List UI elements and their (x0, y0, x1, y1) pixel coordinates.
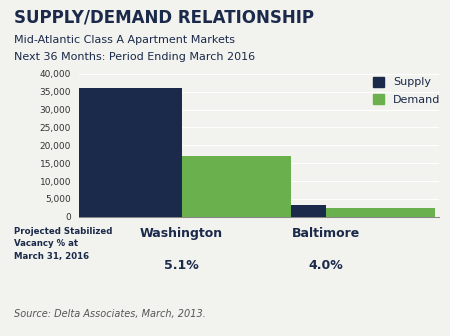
Bar (72, 88, 182, 217)
Text: 5.1%: 5.1% (164, 259, 199, 272)
Text: Washington: Washington (140, 227, 223, 240)
Text: Next 36 Months: Period Ending March 2016: Next 36 Months: Period Ending March 2016 (14, 52, 255, 62)
Text: SUPPLY/DEMAND RELATIONSHIP: SUPPLY/DEMAND RELATIONSHIP (14, 8, 314, 27)
Text: Projected Stabilized
Vacancy % at
March 31, 2016: Projected Stabilized Vacancy % at March … (14, 227, 112, 261)
Bar (182, 156, 291, 217)
Bar (326, 208, 435, 217)
Legend: Supply, Demand: Supply, Demand (373, 77, 441, 105)
Text: Baltimore: Baltimore (292, 227, 360, 240)
Text: Source: Delta Associates, March, 2013.: Source: Delta Associates, March, 2013. (14, 309, 205, 319)
Bar (216, 205, 326, 217)
Text: Mid-Atlantic Class A Apartment Markets: Mid-Atlantic Class A Apartment Markets (14, 35, 234, 45)
Text: 4.0%: 4.0% (308, 259, 343, 272)
